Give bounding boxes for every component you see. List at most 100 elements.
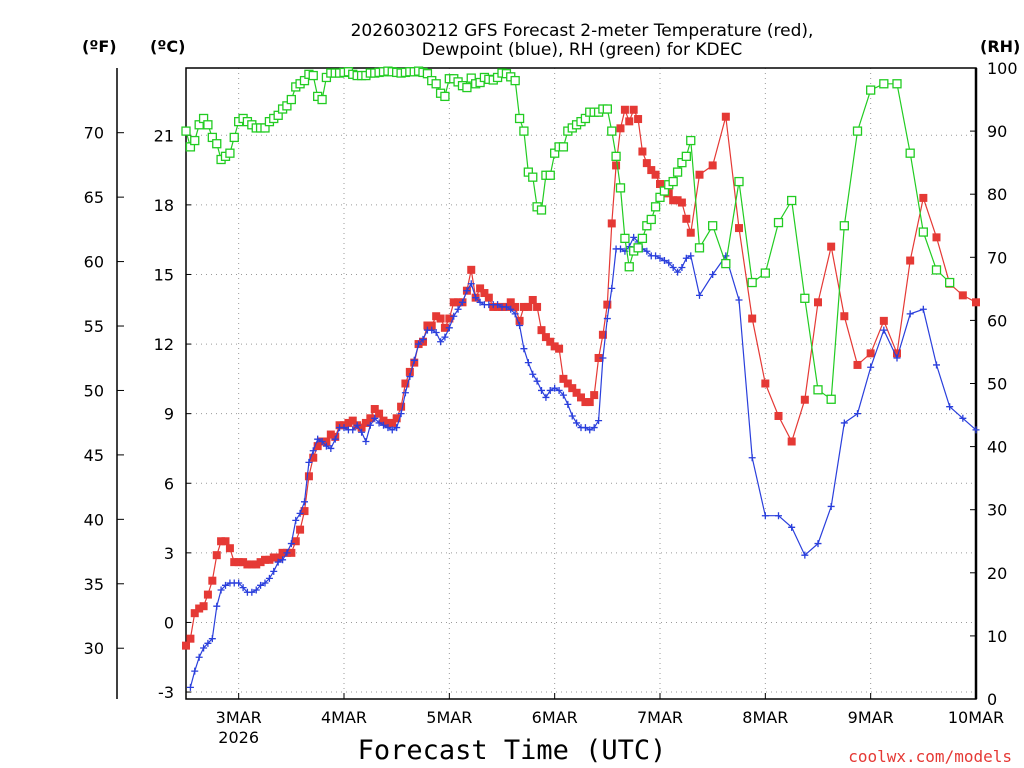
dewpoint-point: [801, 551, 809, 559]
rh-point: [514, 113, 525, 124]
dewpoint-point: [239, 584, 247, 592]
rh-point: [734, 176, 744, 187]
rh-tick-label: 60: [987, 311, 1007, 330]
temperature-point: [528, 295, 537, 304]
dewpoint-point: [748, 454, 756, 462]
rh-point: [536, 205, 547, 215]
dewpoint-point: [735, 296, 743, 304]
dewpoint-point: [204, 639, 212, 647]
rh-point: [694, 243, 705, 253]
dewpoint-point: [643, 247, 651, 255]
temperature-point: [397, 402, 406, 411]
x-tick-label: 4MAR: [321, 708, 367, 727]
temperature-point: [761, 379, 770, 388]
dewpoint-point: [472, 294, 480, 302]
rh-tick-label: 20: [987, 564, 1007, 583]
dewpoint-point: [397, 410, 405, 418]
temperature-point: [625, 117, 634, 126]
temperature-point: [879, 316, 888, 325]
temperature-point: [326, 430, 335, 439]
dewpoint-point: [252, 586, 260, 594]
celsius-tick-label: 9: [164, 405, 174, 424]
dewpoint-point: [270, 567, 278, 575]
temperature-point: [357, 423, 366, 432]
dewpoint-point: [520, 345, 528, 353]
temperature-point: [370, 405, 379, 414]
dewpoint-point: [564, 400, 572, 408]
rh-tick-label: 70: [987, 248, 1007, 267]
dewpoint-point: [353, 421, 361, 429]
rh-point: [760, 268, 770, 278]
plot-frame: [185, 67, 977, 700]
rh-point: [747, 277, 757, 288]
rh-point: [633, 243, 643, 253]
dewpoint-point: [775, 512, 782, 520]
x-tick-year-label: 2026: [218, 728, 259, 747]
grid-lines: [186, 68, 976, 699]
temperature-point: [423, 321, 432, 330]
temperature-point: [445, 314, 454, 323]
temperature-point: [203, 590, 212, 599]
rh-point: [624, 262, 634, 272]
dewpoint-point: [393, 424, 401, 432]
dewpoint-point: [248, 588, 256, 596]
x-tick-label: 7MAR: [637, 708, 683, 727]
dewpoint-point: [854, 410, 861, 418]
dewpoint-point: [450, 312, 458, 320]
rh-point: [945, 277, 955, 288]
temperature-point: [629, 105, 638, 114]
temperature-point: [853, 360, 862, 369]
temperature-point: [379, 416, 388, 425]
temperature-point: [616, 124, 625, 133]
temperature-point: [304, 472, 313, 481]
dewpoint-point: [678, 264, 686, 272]
rh-point: [229, 132, 239, 143]
rh-point: [440, 91, 450, 102]
temperature-point: [348, 416, 357, 425]
temperature-point: [519, 302, 528, 311]
temperature-point: [261, 555, 269, 564]
temperature-point: [440, 323, 449, 332]
fahrenheit-unit-label: (ºF): [82, 37, 117, 56]
dewpoint-point: [375, 419, 383, 427]
rh-point: [203, 120, 213, 130]
temperature-point: [774, 411, 783, 420]
fahrenheit-axis-ticks: 30 35 40 45 50 55 60 65 70: [84, 124, 124, 658]
dewpoint-point: [459, 298, 466, 306]
temperature-point: [506, 298, 515, 307]
temperature-point: [572, 388, 581, 397]
temperature-point: [296, 525, 305, 534]
temperature-point: [467, 265, 476, 274]
temperature-point: [669, 196, 678, 205]
rh-tick-label: 90: [987, 122, 1007, 141]
dewpoint-point: [208, 635, 216, 643]
dewpoint-point: [814, 540, 822, 548]
rh-axis-ticks: 0 10 20 30 40 50 60 70 80 90 100: [970, 59, 1018, 709]
rh-point: [611, 151, 621, 161]
temperature-point: [590, 391, 599, 400]
dewpoint-point: [665, 259, 673, 267]
temperature-point: [555, 344, 564, 353]
credit-text: coolwx.com/models: [848, 747, 1012, 766]
dewpoint-point: [656, 254, 664, 262]
rh-point: [212, 139, 222, 149]
temperature-point: [239, 558, 248, 567]
dewpoint-point: [827, 502, 835, 510]
rh-point: [787, 195, 797, 206]
rh-point: [528, 172, 538, 182]
temperature-point: [195, 604, 204, 613]
fahrenheit-tick-label: 55: [84, 317, 104, 336]
dewpoint-point: [674, 268, 682, 276]
rh-tick-label: 100: [987, 59, 1018, 78]
dewpoint-point: [502, 303, 510, 311]
dewpoint-point: [959, 414, 967, 422]
dewpoint-point: [533, 377, 541, 385]
temperature-point: [247, 560, 256, 569]
dewpoint-point: [362, 437, 370, 445]
dewpoint-point: [919, 305, 927, 313]
celsius-tick-label: 18: [154, 196, 174, 215]
rh-point: [918, 227, 928, 237]
temperature-point: [432, 312, 441, 321]
dewpoint-point: [261, 579, 269, 587]
